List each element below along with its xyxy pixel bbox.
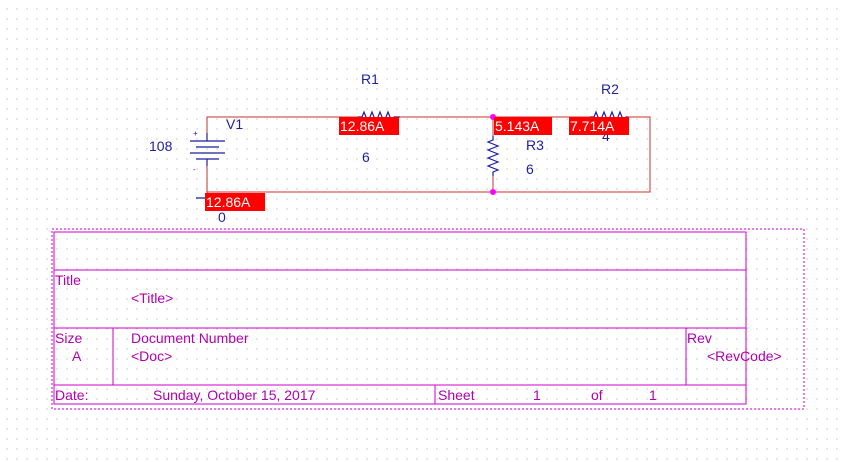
ground-label: 0: [218, 209, 226, 225]
current-flag-v1[interactable]: 12.86A: [205, 193, 265, 211]
document-number-value: <Doc>: [131, 348, 172, 364]
sheet-number: 1: [533, 387, 541, 403]
date-label: Date:: [55, 387, 88, 403]
size-value: A: [72, 348, 82, 364]
document-number-label: Document Number: [131, 330, 249, 346]
current-flag-v1-text: 12.86A: [206, 194, 251, 210]
of-label: of: [591, 387, 603, 403]
r1-value-label: 6: [362, 149, 370, 165]
current-flag-r1-text: 12.86A: [340, 118, 385, 134]
wire-top-right[interactable]: [206, 116, 651, 193]
title-block[interactable]: Title <Title> Size A Document Number <Do…: [51, 228, 805, 410]
current-flag-r1[interactable]: 12.86A: [339, 117, 399, 135]
date-value: Sunday, October 15, 2017: [153, 387, 316, 403]
r3-ref-label: R3: [526, 137, 544, 153]
current-flag-r3-text: 5.143A: [495, 118, 540, 134]
rev-value: <RevCode>: [707, 348, 782, 364]
v1-value-label: 108: [149, 138, 173, 154]
title-label: Title: [55, 272, 81, 288]
sheet-label: Sheet: [438, 387, 475, 403]
rev-label: Rev: [687, 330, 712, 346]
r2-ref-label: R2: [601, 81, 619, 97]
size-label: Size: [55, 330, 82, 346]
v1-minus-sign: -: [193, 165, 196, 174]
v1-plus-sign: +: [193, 129, 198, 138]
title-value: <Title>: [131, 290, 173, 306]
current-flag-r2[interactable]: 7.714A: [569, 117, 629, 135]
r1-ref-label: R1: [361, 71, 379, 87]
title-block-frame: [53, 231, 747, 405]
v1-ref-label: V1: [226, 116, 243, 132]
r3-value-label: 6: [526, 161, 534, 177]
resistor-r3[interactable]: R3 6: [486, 136, 544, 177]
r2-value-label: 4: [602, 128, 610, 144]
current-flag-r2-text: 7.714A: [570, 118, 615, 134]
junction-dot-bottom: [490, 189, 496, 195]
current-flag-r3[interactable]: 5.143A: [494, 117, 552, 135]
sheet-total: 1: [649, 387, 657, 403]
title-block-outer-dashed: [51, 228, 805, 410]
voltage-source-v1[interactable]: + - V1 108: [149, 116, 243, 174]
